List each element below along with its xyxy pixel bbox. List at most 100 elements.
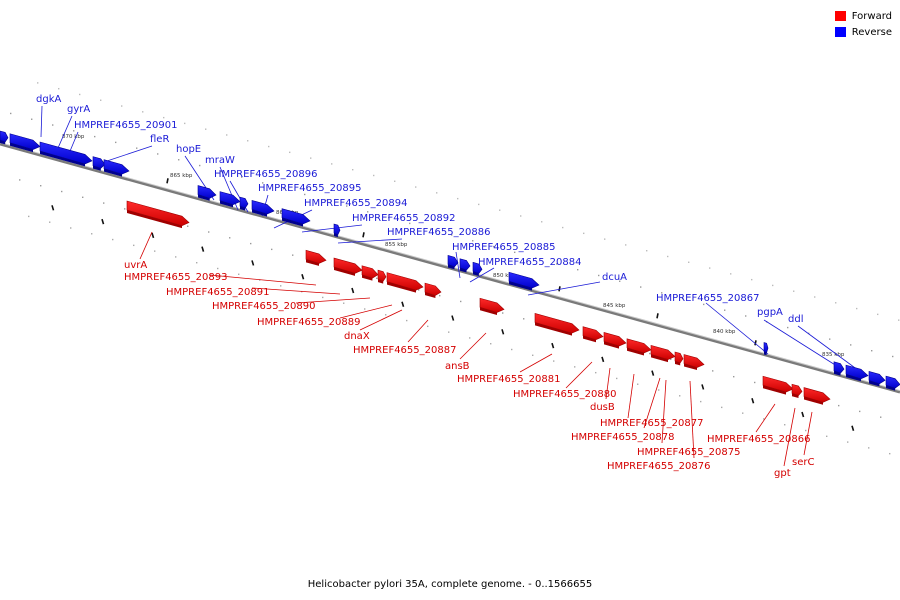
- grid-dot: [754, 381, 756, 384]
- legend-reverse-swatch: [834, 27, 846, 37]
- grid-dot: [556, 263, 558, 265]
- grid-dot: [157, 153, 159, 155]
- grid-dot: [133, 244, 135, 247]
- leader-line: [295, 297, 371, 304]
- grid-dot: [472, 240, 474, 242]
- grid-dot: [889, 452, 891, 455]
- gene-label: HMPREF4655_20881: [457, 374, 560, 385]
- grid-dot: [136, 147, 138, 149]
- kbp-tick-label: 855 kbp: [385, 242, 408, 248]
- minor-tick: [451, 315, 455, 321]
- forward-gene: [386, 272, 424, 291]
- leader-line: [763, 319, 841, 369]
- gene-shade: [282, 217, 303, 227]
- grid-dot: [40, 185, 42, 187]
- leader-line: [407, 319, 429, 343]
- gene-label: hopE: [176, 144, 201, 155]
- gene-label: HMPREF4655_20889: [257, 317, 360, 328]
- grid-dots: [10, 82, 900, 455]
- grid-dot: [439, 294, 441, 297]
- grid-dot: [574, 366, 576, 368]
- grid-dot: [103, 202, 105, 204]
- reverse-gene: [219, 191, 241, 206]
- grid-dot: [394, 180, 396, 182]
- grid-dot: [364, 308, 366, 310]
- gene-label: HMPREF4655_20892: [352, 213, 455, 224]
- grid-dot: [688, 261, 690, 263]
- grid-dot: [460, 300, 462, 303]
- gene-label: HMPREF4655_20893: [124, 272, 227, 283]
- gene-label: dgkA: [36, 94, 61, 105]
- reverse-gene: [239, 196, 249, 209]
- grid-dot: [82, 196, 84, 198]
- leader-line: [139, 231, 153, 260]
- reverse-gene: [459, 258, 471, 271]
- gene-label: pgpA: [757, 307, 783, 318]
- grid-dot: [583, 232, 585, 235]
- forward-gene: [424, 282, 442, 296]
- grid-dot: [712, 370, 714, 372]
- gene-label: serC: [792, 457, 814, 468]
- forward-gene: [626, 338, 652, 354]
- grid-dot: [430, 228, 432, 230]
- reverse-gene: [763, 342, 769, 354]
- grid-dot: [322, 296, 324, 299]
- grid-dot: [247, 140, 249, 142]
- gene-shade: [792, 393, 799, 399]
- grid-dot: [847, 441, 849, 443]
- leader-line: [339, 304, 393, 319]
- forward-gene: [791, 383, 803, 396]
- reverse-gene: [39, 141, 93, 165]
- gene-label: HMPREF4655_20878: [571, 432, 674, 443]
- grid-dot: [385, 314, 387, 316]
- grid-dot: [502, 312, 504, 314]
- gene-label: ddl: [788, 314, 803, 325]
- gene-shade: [198, 194, 210, 201]
- minor-tick: [801, 411, 805, 418]
- gene-shade: [804, 396, 823, 405]
- grid-dot: [682, 297, 684, 300]
- grid-dot: [91, 233, 93, 235]
- leader-line: [803, 411, 813, 456]
- gene-shade: [252, 209, 267, 217]
- forward-gene: [650, 344, 676, 360]
- gene-label: gpt: [774, 468, 791, 479]
- grid-dot: [100, 99, 102, 101]
- reverse-gene: [845, 364, 869, 380]
- kbp-tick-label: 845 kbp: [603, 303, 626, 309]
- gene-shade: [240, 206, 246, 211]
- grid-dot: [196, 262, 198, 264]
- grid-dot: [448, 331, 450, 333]
- grid-dot: [514, 251, 516, 254]
- gene-labels: dgkA gyrA HMPREF4655_20901 fleR hopE mraW HMPR…: [36, 94, 814, 479]
- gene-shade: [362, 274, 373, 281]
- grid-dot: [793, 290, 795, 292]
- grid-dot: [787, 326, 789, 329]
- grid-dot: [835, 302, 837, 304]
- gene-shade: [583, 335, 596, 343]
- leader-line: [57, 115, 73, 149]
- grid-dot: [178, 159, 180, 161]
- minor-tick: [51, 205, 55, 211]
- gene-shade: [846, 374, 861, 382]
- gene-shade: [0, 140, 6, 145]
- grid-dot: [733, 375, 735, 378]
- genome-axis: [0, 142, 900, 394]
- gene-shade: [460, 267, 467, 273]
- gene-shade: [886, 385, 896, 391]
- grid-dot: [184, 122, 186, 125]
- grid-dot: [154, 250, 156, 252]
- grid-dot: [637, 383, 639, 385]
- grid-dot: [367, 211, 369, 213]
- grid-dot: [763, 418, 765, 420]
- legend-reverse: Reverse: [834, 24, 892, 40]
- forward-gene: [333, 257, 363, 274]
- minor-tick: [754, 340, 757, 346]
- gene-label: HMPREF4655_20876: [607, 461, 710, 472]
- grid-dot: [217, 267, 219, 270]
- grid-dot: [868, 447, 870, 449]
- grid-dot: [826, 435, 828, 438]
- minor-tick: [101, 218, 105, 225]
- forward-gene: [762, 375, 794, 393]
- gene-shade: [651, 354, 668, 363]
